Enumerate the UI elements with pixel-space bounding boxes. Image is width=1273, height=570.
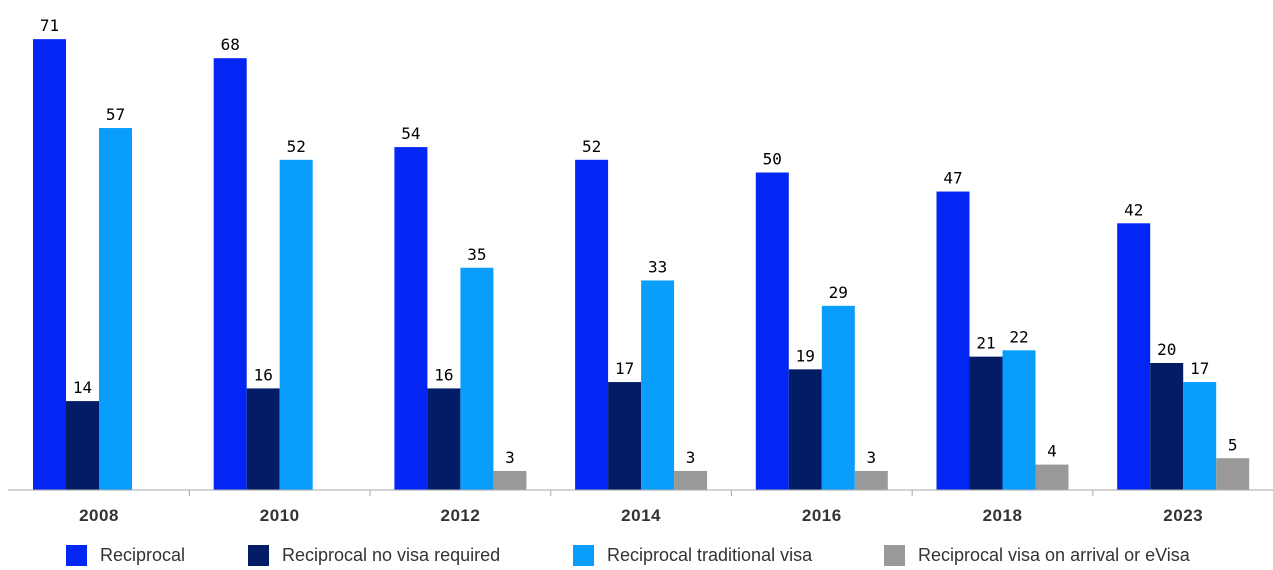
value-label-reciprocal-traditional-visa-2014: 33 <box>648 257 667 276</box>
legend-item-visa-on-arrival: Reciprocal visa on arrival or eVisa <box>884 540 1190 570</box>
value-label-reciprocal-traditional-visa-2008: 57 <box>106 105 125 124</box>
value-label-reciprocal-2018: 47 <box>943 169 962 188</box>
category-label-2010: 2010 <box>260 506 300 525</box>
bar-reciprocal-no-visa-required-2010 <box>246 388 280 490</box>
legend-swatch-reciprocal <box>66 544 87 566</box>
bar-reciprocal-no-visa-required-2016 <box>788 369 822 490</box>
bar-reciprocal-no-visa-required-2012 <box>427 388 461 490</box>
legend-label-no-visa: Reciprocal no visa required <box>282 544 501 565</box>
value-label-reciprocal-2023: 42 <box>1124 200 1143 219</box>
value-label-reciprocal-visa-on-arrival-or-evisa-2023: 5 <box>1228 435 1238 454</box>
bar-reciprocal-visa-on-arrival-or-evisa-2023 <box>1216 458 1250 490</box>
bar-reciprocal-no-visa-required-2014 <box>608 382 642 490</box>
bar-reciprocal-visa-on-arrival-or-evisa-2014 <box>674 470 708 490</box>
category-label-2023: 2023 <box>1163 506 1203 525</box>
bar-reciprocal-no-visa-required-2023 <box>1150 363 1184 490</box>
category-label-2018: 2018 <box>983 506 1023 525</box>
bar-reciprocal-traditional-visa-2010 <box>279 159 313 491</box>
value-label-reciprocal-traditional-visa-2012: 35 <box>467 245 486 264</box>
legend-label-reciprocal: Reciprocal <box>100 544 186 565</box>
value-label-reciprocal-2012: 54 <box>401 124 420 143</box>
x-axis-ticks <box>188 490 1094 496</box>
legend-item-traditional-visa: Reciprocal traditional visa <box>573 540 812 570</box>
legend-item-no-visa: Reciprocal no visa required <box>248 540 500 570</box>
category-label-2016: 2016 <box>802 506 842 525</box>
value-label-reciprocal-2008: 71 <box>40 16 59 35</box>
value-label-reciprocal-no-visa-required-2008: 14 <box>73 378 92 397</box>
value-label-reciprocal-no-visa-required-2016: 19 <box>796 346 815 365</box>
bar-reciprocal-2018 <box>936 191 970 491</box>
value-label-reciprocal-2014: 52 <box>582 137 601 156</box>
bar-reciprocal-traditional-visa-2014 <box>641 280 675 490</box>
value-label-reciprocal-visa-on-arrival-or-evisa-2014: 3 <box>686 448 696 467</box>
bar-reciprocal-2012 <box>394 147 428 490</box>
category-label-2012: 2012 <box>440 506 480 525</box>
bar-reciprocal-traditional-visa-2018 <box>1002 350 1036 490</box>
value-label-reciprocal-no-visa-required-2018: 21 <box>976 334 995 353</box>
value-label-reciprocal-no-visa-required-2012: 16 <box>434 365 453 384</box>
bar-reciprocal-no-visa-required-2008 <box>66 401 99 490</box>
bar-reciprocal-traditional-visa-2012 <box>460 267 494 490</box>
bar-reciprocal-2016 <box>755 172 789 490</box>
legend-swatch-no-visa <box>248 544 269 566</box>
value-label-reciprocal-traditional-visa-2016: 29 <box>829 283 848 302</box>
bar-reciprocal-traditional-visa-2023 <box>1183 382 1217 490</box>
bar-reciprocal-2010 <box>213 58 247 490</box>
bar-reciprocal-no-visa-required-2018 <box>969 356 1003 490</box>
bar-reciprocal-2008 <box>33 39 66 491</box>
legend: Reciprocal Reciprocal no visa required R… <box>0 540 1273 570</box>
bar-reciprocal-visa-on-arrival-or-evisa-2012 <box>493 470 527 490</box>
legend-swatch-traditional-visa <box>573 544 594 566</box>
bar-reciprocal-2023 <box>1117 223 1151 491</box>
legend-item-reciprocal: Reciprocal <box>66 540 185 570</box>
value-label-reciprocal-traditional-visa-2023: 17 <box>1190 359 1209 378</box>
value-label-reciprocal-no-visa-required-2023: 20 <box>1157 340 1176 359</box>
bar-reciprocal-visa-on-arrival-or-evisa-2016 <box>854 470 888 490</box>
value-label-reciprocal-traditional-visa-2018: 22 <box>1009 327 1028 346</box>
value-label-reciprocal-visa-on-arrival-or-evisa-2016: 3 <box>866 448 876 467</box>
value-label-reciprocal-traditional-visa-2010: 52 <box>287 137 306 156</box>
bar-reciprocal-traditional-visa-2016 <box>821 305 855 490</box>
value-label-reciprocal-no-visa-required-2014: 17 <box>615 359 634 378</box>
category-labels-layer: 2008 2010 2012 2014 2016 2018 2023 <box>79 506 1203 525</box>
category-label-2008: 2008 <box>79 506 119 525</box>
legend-swatch-visa-on-arrival <box>884 544 905 566</box>
value-label-reciprocal-2016: 50 <box>763 150 782 169</box>
legend-label-visa-on-arrival: Reciprocal visa on arrival or eVisa <box>918 544 1190 565</box>
value-label-reciprocal-2010: 68 <box>221 35 240 54</box>
category-label-2014: 2014 <box>621 506 661 525</box>
legend-label-traditional-visa: Reciprocal traditional visa <box>607 544 813 565</box>
value-label-reciprocal-visa-on-arrival-or-evisa-2012: 3 <box>505 448 515 467</box>
bar-reciprocal-visa-on-arrival-or-evisa-2018 <box>1035 464 1069 490</box>
bar-reciprocal-traditional-visa-2008 <box>99 128 132 491</box>
value-label-reciprocal-visa-on-arrival-or-evisa-2018: 4 <box>1047 442 1057 461</box>
bar-reciprocal-2014 <box>575 159 609 491</box>
value-label-reciprocal-no-visa-required-2010: 16 <box>254 365 273 384</box>
bars-layer <box>33 39 1250 491</box>
